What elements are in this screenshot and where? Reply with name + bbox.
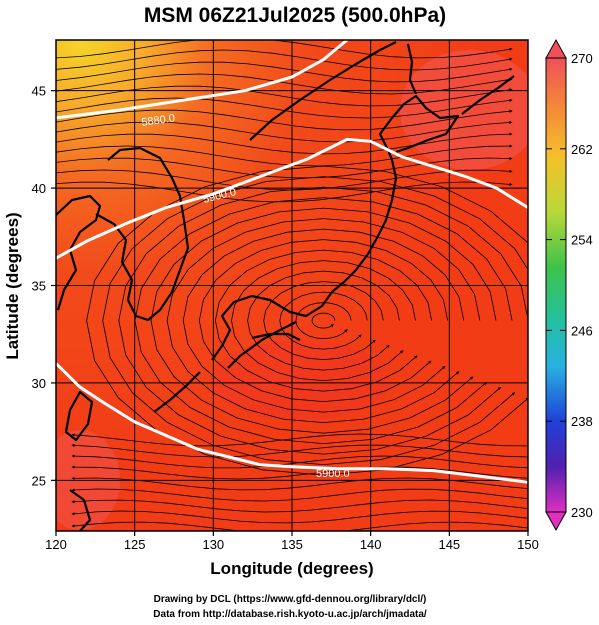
y-axis-label: Latitude (degrees) — [3, 212, 22, 359]
streamline — [214, 249, 432, 392]
streamline — [71, 433, 528, 447]
x-tick-label: 130 — [202, 537, 224, 552]
streamline — [56, 120, 513, 143]
streamline — [56, 181, 513, 203]
y-tick-label: 45 — [32, 84, 46, 99]
japan-coast — [227, 321, 297, 369]
x-tick-label: 125 — [124, 537, 146, 552]
colorbar-tick-label: 230 — [571, 505, 593, 520]
streamline — [295, 302, 352, 340]
streamline — [71, 499, 528, 513]
colorbar-top-arrow — [545, 38, 567, 59]
china-coast — [56, 194, 102, 311]
streamline — [71, 465, 528, 480]
colorbar-tick-label: 246 — [571, 323, 593, 338]
streamline — [56, 85, 513, 107]
y-tick-label: 35 — [32, 279, 46, 294]
colorbar-tick-label: 262 — [571, 142, 593, 157]
streamline — [56, 144, 513, 167]
sakhalin-coast — [406, 43, 418, 95]
streamline — [56, 49, 513, 71]
colorbar-bottom-arrow — [545, 511, 567, 532]
russia-coast — [249, 41, 397, 141]
contour-label: 5900.0 — [316, 468, 350, 480]
streamline — [71, 454, 528, 469]
grid-lines — [56, 40, 528, 531]
height-contour-line — [56, 362, 528, 484]
ryukyu-islands — [153, 371, 201, 413]
streamline — [56, 109, 513, 131]
credit-line-2: Data from http://database.rish.kyoto-u.a… — [153, 609, 427, 620]
streamline — [71, 443, 528, 458]
x-tick-label: 145 — [438, 537, 460, 552]
y-ticks: 25 30 35 40 45 — [32, 84, 56, 488]
shikoku-coast — [251, 332, 301, 341]
streamline — [198, 239, 449, 403]
streamline — [56, 169, 513, 191]
warm-patch — [400, 50, 528, 170]
streamline — [279, 291, 368, 350]
colorbar: 270 262 254 246 238 230 — [545, 38, 593, 532]
streamline — [150, 207, 497, 434]
x-tick-label: 135 — [281, 537, 303, 552]
japan-coast — [211, 149, 398, 361]
x-tick-label: 150 — [517, 537, 539, 552]
colorbar-scale — [545, 57, 567, 513]
streamline — [71, 510, 528, 524]
streamline — [56, 61, 513, 83]
x-tick-label: 140 — [360, 537, 382, 552]
coastlines — [56, 41, 515, 531]
streamline — [166, 218, 481, 424]
colorbar-tick-label: 238 — [571, 414, 593, 429]
kuril-islands — [461, 75, 515, 115]
streamline — [56, 156, 513, 179]
hokkaido-coast — [378, 94, 460, 154]
plot-area: 5880.0 5900.0 5900.0 — [56, 40, 528, 531]
streamline — [311, 312, 336, 329]
streamline — [86, 165, 528, 476]
x-tick-label: 120 — [45, 537, 67, 552]
height-contour-line — [56, 40, 349, 120]
streamline — [71, 521, 528, 531]
colorbar-tick-label: 254 — [571, 233, 593, 248]
y-tick-label: 30 — [32, 376, 46, 391]
streamline — [56, 40, 513, 59]
luzon-coast — [69, 489, 92, 531]
taiwan-coast — [64, 390, 94, 442]
height-contours — [56, 40, 528, 484]
x-ticks: 120 125 130 135 140 145 150 — [45, 531, 539, 552]
x-axis-label: Longitude (degrees) — [210, 559, 373, 578]
streamline — [71, 488, 528, 502]
streamline — [56, 132, 513, 155]
contour-label: 5880.0 — [141, 112, 176, 129]
chart-title: MSM 06Z21Jul2025 (500.0hPa) — [144, 4, 446, 27]
streamline — [231, 260, 416, 382]
y-tick-label: 25 — [32, 473, 46, 488]
streamline — [134, 197, 513, 445]
streamline — [263, 281, 384, 361]
streamline — [247, 270, 400, 371]
streamline — [182, 228, 465, 413]
credit-line-1: Drawing by DCL (https://www.gfd-dennou.o… — [154, 594, 427, 605]
colorbar-tick-label: 270 — [571, 51, 593, 66]
y-tick-label: 40 — [32, 181, 46, 196]
korea-coast — [95, 146, 190, 322]
wind-streamlines — [56, 40, 528, 531]
height-contour-line — [56, 137, 528, 260]
